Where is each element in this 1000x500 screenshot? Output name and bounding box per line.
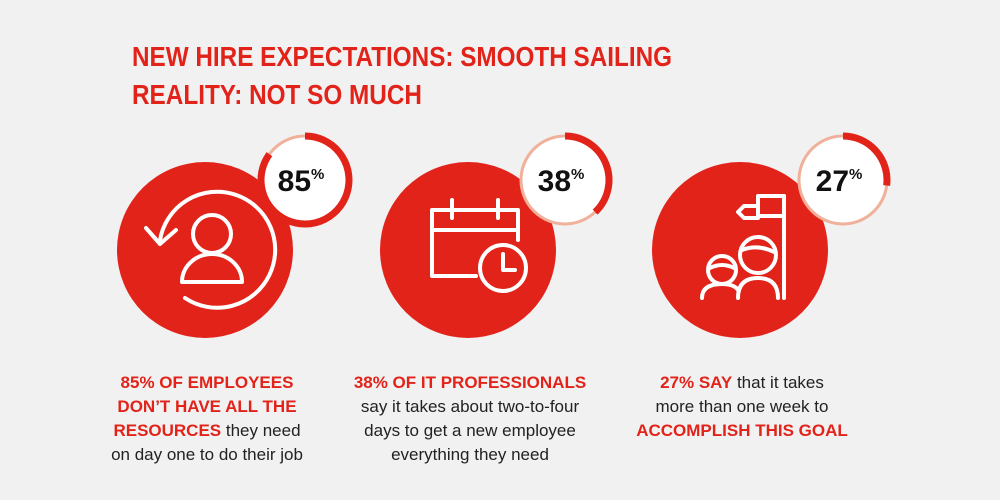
percent-sign: % bbox=[571, 166, 584, 183]
stat-value: 38% bbox=[538, 165, 585, 198]
stat-number: 27 bbox=[816, 165, 849, 198]
caption-emphasis: ACCOMPLISH THIS GOAL bbox=[636, 421, 848, 440]
caption-text: more than one week to bbox=[656, 397, 829, 416]
caption-line: DON’T HAVE ALL THE bbox=[117, 397, 296, 416]
caption-line: 85% OF EMPLOYEES bbox=[121, 373, 294, 392]
percent-sign: % bbox=[849, 166, 862, 183]
ring-progress bbox=[564, 132, 613, 215]
icons bbox=[144, 189, 786, 310]
caption-text: days to get a new employee bbox=[364, 421, 576, 440]
ring-progress bbox=[257, 132, 353, 228]
caption-emphasis: 27% SAY bbox=[660, 373, 733, 392]
caption-line: everything they need bbox=[391, 445, 549, 464]
caption-line: on day one to do their job bbox=[111, 445, 303, 464]
caption-line: ACCOMPLISH THIS GOAL bbox=[636, 421, 848, 440]
title-line: NEW HIRE EXPECTATIONS: SMOOTH SAILING bbox=[132, 41, 672, 72]
caption-line: RESOURCES they need bbox=[113, 421, 300, 440]
stat-value: 27% bbox=[816, 165, 863, 198]
stat-number: 38 bbox=[538, 165, 571, 198]
caption-text: they need bbox=[221, 421, 300, 440]
caption-line: 38% OF IT PROFESSIONALS bbox=[354, 373, 586, 392]
person-icon bbox=[144, 189, 278, 310]
caption-emphasis: RESOURCES bbox=[113, 421, 221, 440]
caption-emphasis: 85% OF EMPLOYEES bbox=[121, 373, 294, 392]
calendar-icon bbox=[430, 198, 528, 293]
caption-text: that it takes bbox=[732, 373, 824, 392]
title-line: REALITY: NOT SO MUCH bbox=[132, 79, 422, 110]
caption-line: more than one week to bbox=[656, 397, 829, 416]
stat-value: 85% bbox=[278, 165, 325, 198]
caption-text: say it takes about two-to-four bbox=[361, 397, 580, 416]
ring-progress bbox=[842, 132, 891, 186]
stat-number: 85 bbox=[278, 165, 311, 198]
stat-circle bbox=[380, 162, 556, 338]
caption-line: 27% SAY that it takes bbox=[660, 373, 824, 392]
caption-emphasis: DON’T HAVE ALL THE bbox=[117, 397, 296, 416]
caption-text: everything they need bbox=[391, 445, 549, 464]
caption-text: on day one to do their job bbox=[111, 445, 303, 464]
caption-emphasis: 38% OF IT PROFESSIONALS bbox=[354, 373, 586, 392]
percent-sign: % bbox=[311, 166, 324, 183]
team-icon bbox=[700, 194, 786, 300]
caption-line: days to get a new employee bbox=[364, 421, 576, 440]
caption-line: say it takes about two-to-four bbox=[361, 397, 580, 416]
